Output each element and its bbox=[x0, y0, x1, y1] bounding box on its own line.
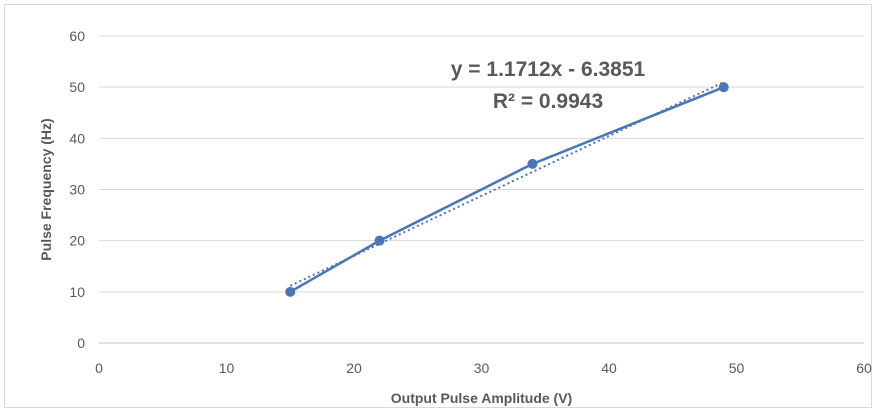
data-point-0-2 bbox=[527, 158, 538, 169]
y-tick-label-1: 10 bbox=[69, 284, 85, 300]
chart-frame bbox=[4, 4, 872, 408]
data-point-0-1 bbox=[374, 235, 385, 246]
y-tick-label-3: 30 bbox=[69, 182, 85, 198]
y-tick-label-2: 20 bbox=[69, 233, 85, 249]
y-tick-label-6: 60 bbox=[69, 28, 85, 44]
x-tick-label-5: 50 bbox=[729, 360, 745, 376]
series-line-0 bbox=[289, 86, 725, 293]
y-tick-label-5: 50 bbox=[69, 79, 85, 95]
y-tick-label-0: 0 bbox=[77, 335, 85, 351]
tick-labels: 0 10 20 30 40 50 60 0 10 20 30 40 50 60 bbox=[69, 28, 872, 376]
data-point-0-0 bbox=[285, 286, 296, 297]
x-tick-label-4: 40 bbox=[601, 360, 617, 376]
y-axis-title: Pulse Frequency (Hz) bbox=[38, 118, 54, 260]
r-squared-label: R² = 0.9943 bbox=[493, 90, 603, 113]
x-tick-label-2: 20 bbox=[346, 360, 362, 376]
y-tick-label-4: 40 bbox=[69, 130, 85, 146]
data-point-0-3 bbox=[718, 82, 729, 93]
x-tick-label-6: 60 bbox=[856, 360, 872, 376]
trendline-equation: y = 1.1712x - 6.3851 bbox=[451, 58, 646, 81]
gridlines bbox=[99, 35, 864, 293]
series-layer bbox=[285, 82, 729, 297]
x-tick-label-1: 10 bbox=[219, 360, 235, 376]
x-axis-title: Output Pulse Amplitude (V) bbox=[391, 390, 572, 406]
x-tick-label-0: 0 bbox=[95, 360, 103, 376]
x-tick-label-3: 30 bbox=[474, 360, 490, 376]
